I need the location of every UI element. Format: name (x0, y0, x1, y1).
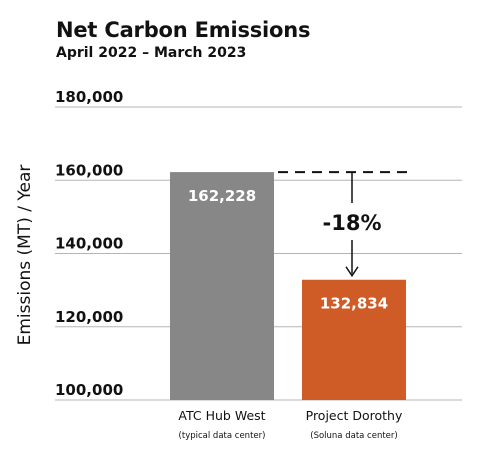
bar (302, 279, 406, 400)
category-sublabel: (Soluna data center) (310, 431, 397, 441)
category-sublabel: (typical data center) (179, 431, 266, 441)
chart-title: Net Carbon Emissions (56, 18, 311, 42)
reduction-annotation: -18% (278, 171, 408, 278)
y-axis-ticks: 100,000 120,000 140,000 160,000 180,000 (55, 88, 123, 399)
category-label: Project Dorothy (306, 408, 403, 423)
y-tick-label: 120,000 (55, 308, 123, 326)
y-tick-label: 140,000 (55, 235, 123, 253)
y-tick-label: 180,000 (55, 88, 123, 106)
y-tick-label: 160,000 (55, 161, 123, 179)
category-label: ATC Hub West (178, 408, 265, 423)
arrow-head (345, 266, 359, 278)
data-label: 132,834 (320, 295, 388, 313)
y-tick-label: 100,000 (55, 381, 123, 399)
data-label: 162,228 (188, 187, 256, 205)
bars: 162,228 ATC Hub West (typical data center)… (170, 172, 406, 441)
reduction-label: -18% (323, 211, 382, 235)
chart-subtitle: April 2022 – March 2023 (56, 45, 247, 61)
y-axis-label: Emissions (MT) / Year (15, 165, 35, 346)
bar (170, 172, 274, 400)
